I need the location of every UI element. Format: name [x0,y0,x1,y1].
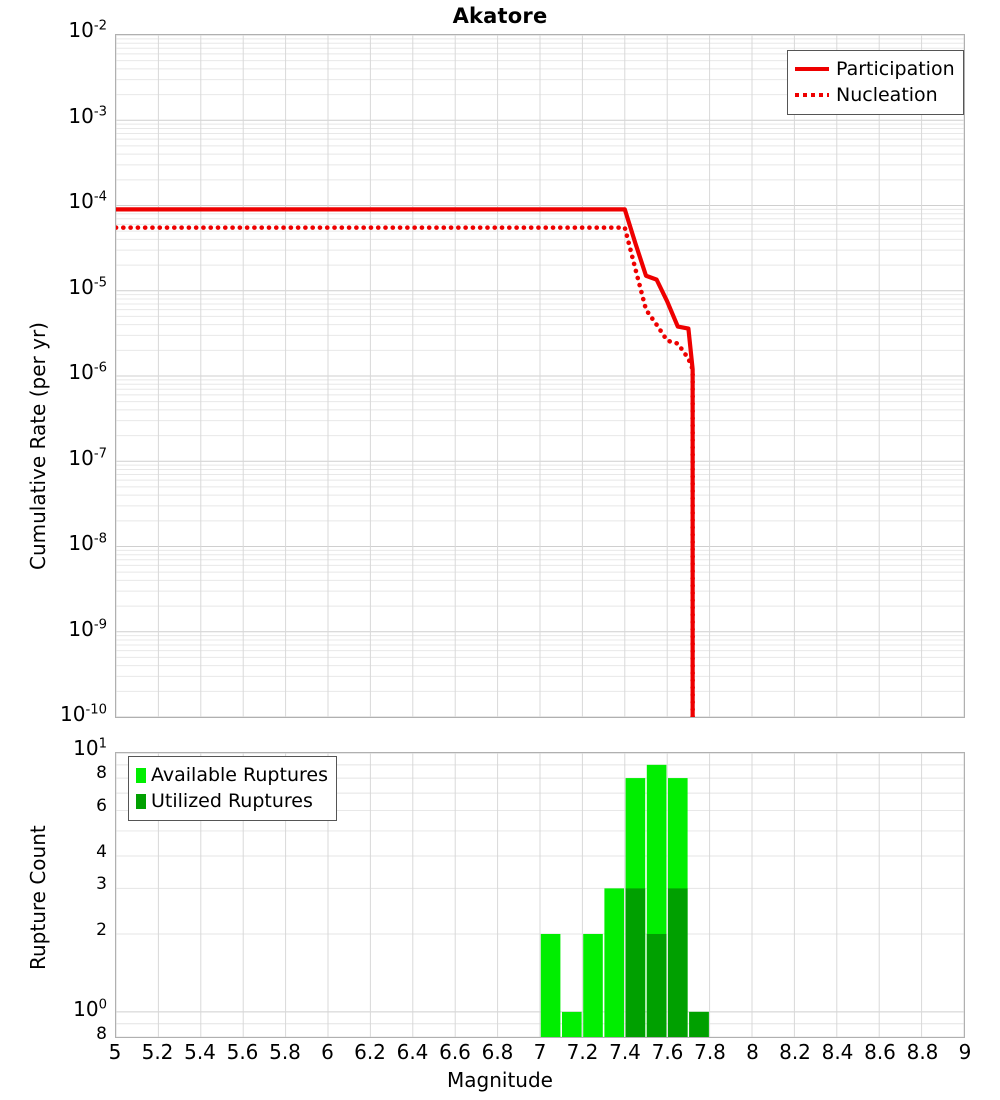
x-tick-label: 7 [533,1040,547,1064]
x-tick-label: 8.2 [779,1040,811,1064]
bottom-legend: Available Ruptures Utilized Ruptures [128,756,337,821]
x-tick-label: 7.8 [694,1040,726,1064]
top-plot-area [116,35,964,717]
available-ruptures-swatch-icon [136,767,146,783]
available-rupture-bar [540,933,561,1037]
y-tick-label: 10-4 [68,189,107,213]
x-tick-label: 6.6 [439,1040,471,1064]
y-tick-label: 10-8 [68,531,107,555]
y-tick-label: 3 [96,874,107,895]
top-legend: Participation Nucleation [787,50,964,115]
solid-line-icon [795,67,829,71]
utilized-rupture-bar [646,933,667,1037]
y-tick-label: 101 [73,736,107,760]
x-tick-label: 8.8 [906,1040,939,1064]
x-tick-label: 8 [746,1040,759,1064]
x-tick-label: 5.4 [184,1040,216,1064]
utilized-rupture-bar [625,888,646,1037]
utilized-ruptures-swatch-icon [136,793,146,809]
legend-label-participation: Participation [836,58,955,80]
legend-label-utilized-ruptures: Utilized Ruptures [151,790,313,812]
y-tick-label: 10-9 [68,616,107,641]
y-tick-label: 10-6 [68,360,107,384]
x-tick-label: 8.6 [864,1040,896,1064]
series-participation [116,207,695,717]
utilized-rupture-bar [689,1011,709,1037]
top-y-axis-label: Cumulative Rate (per yr) [26,322,50,570]
legend-label-nucleation: Nucleation [836,84,938,106]
page-title: Akatore [452,4,548,28]
y-tick-label: 100 [73,996,107,1021]
available-rupture-bar [604,888,625,1037]
y-tick-label: 8 [96,1024,107,1044]
x-tick-label: 7.6 [651,1040,684,1064]
legend-label-available-ruptures: Available Ruptures [151,764,328,786]
y-tick-label: 10-2 [68,18,107,42]
y-tick-label: 10-5 [68,274,107,299]
y-tick-label: 10-3 [68,103,107,128]
dotted-line-icon [795,93,829,97]
available-rupture-bar [583,933,603,1037]
x-tick-label: 7.4 [609,1040,641,1064]
utilized-rupture-bar [667,888,688,1037]
x-tick-label: 5 [108,1040,122,1064]
x-tick-label: 5.8 [269,1040,301,1064]
y-tick-label: 10-7 [68,445,107,470]
legend-item-participation: Participation [795,56,955,82]
y-tick-label: 2 [96,920,107,941]
x-tick-label: 6.2 [354,1040,386,1064]
y-tick-label: 10-10 [60,702,107,726]
legend-item-nucleation: Nucleation [795,82,955,108]
x-tick-label: 6 [321,1040,334,1064]
y-tick-label: 8 [96,763,107,784]
y-tick-label: 4 [96,841,107,862]
x-tick-label: 6.4 [396,1040,429,1064]
available-rupture-bar [561,1011,582,1037]
x-tick-label: 8.4 [821,1040,854,1064]
x-tick-label: 6.8 [481,1040,514,1064]
bottom-y-axis-label: Rupture Count [26,825,50,970]
legend-item-available-ruptures: Available Ruptures [136,762,328,788]
x-tick-label: 5.6 [226,1040,259,1064]
y-tick-label: 6 [96,795,107,816]
x-tick-label: 7.2 [566,1040,599,1064]
top-plot-canvas [116,35,964,717]
x-tick-label: 5.2 [141,1040,174,1064]
x-axis-label: Magnitude [447,1068,553,1092]
cumulative-rate-plot-panel [115,34,965,718]
legend-item-utilized-ruptures: Utilized Ruptures [136,788,328,814]
series-nucleation [116,225,695,717]
x-tick-label: 9 [958,1040,972,1064]
